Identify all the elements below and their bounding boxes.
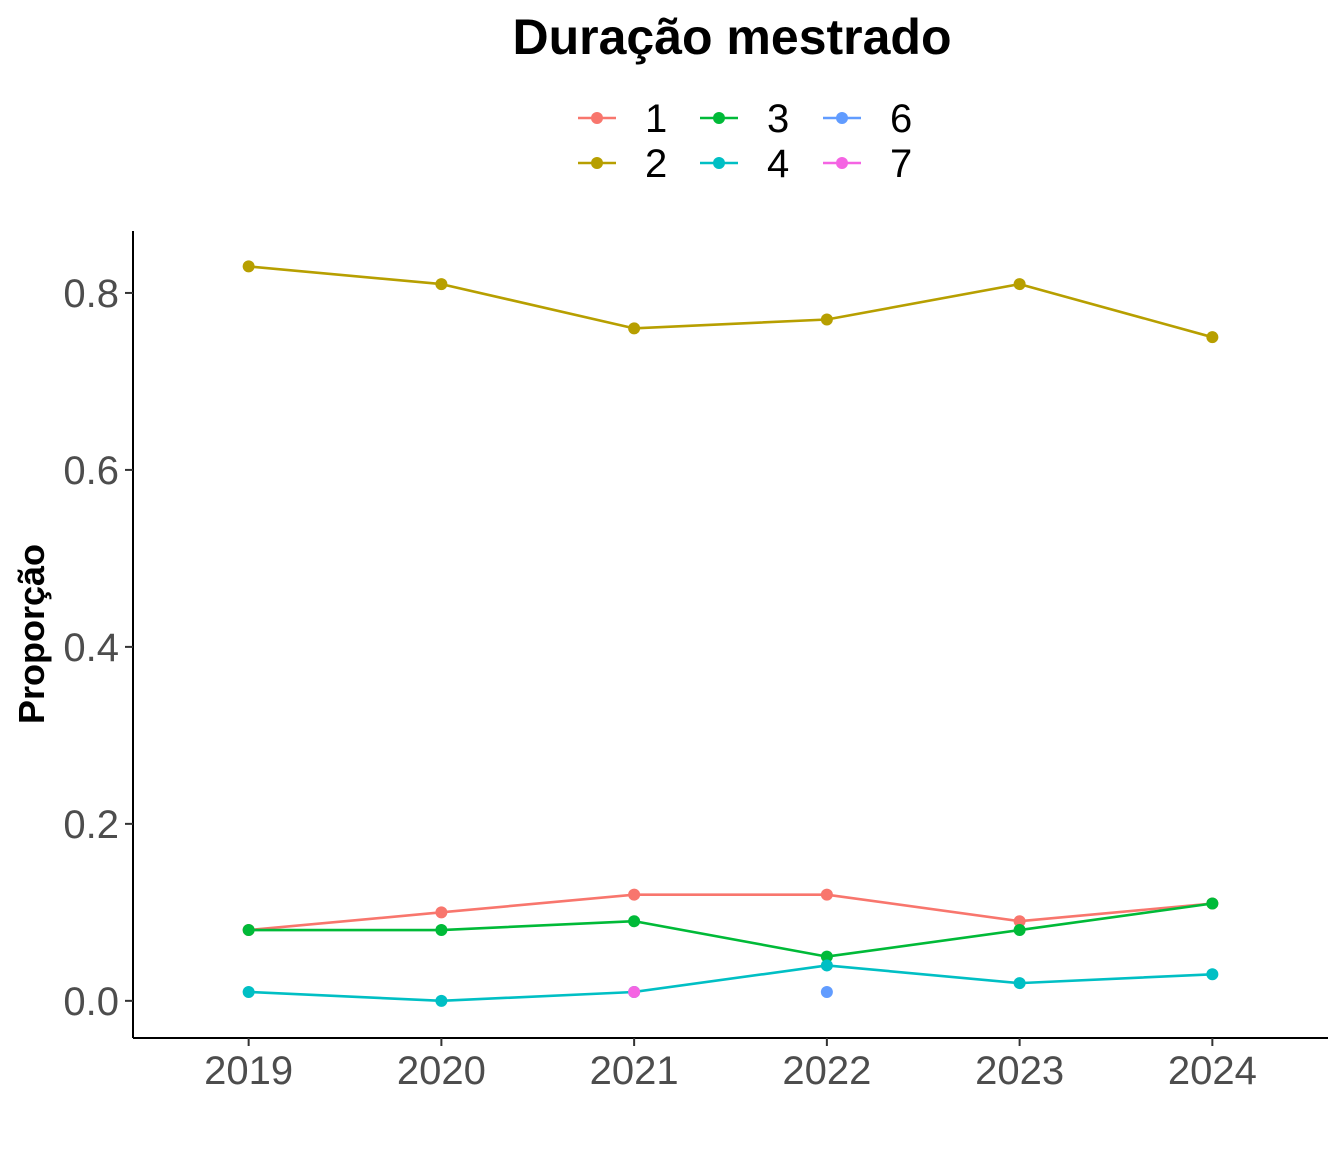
legend-label: 1 bbox=[645, 97, 667, 141]
y-ticks: 0.0 0.2 0.4 0.6 0.8 bbox=[63, 272, 133, 1024]
data-point bbox=[820, 950, 833, 963]
legend-label: 3 bbox=[767, 97, 789, 141]
legend-key-point bbox=[591, 112, 603, 124]
legend-item: 2 bbox=[578, 142, 667, 186]
data-point bbox=[1013, 915, 1026, 928]
data-point bbox=[1206, 331, 1219, 344]
x-tick-label: 2020 bbox=[397, 1049, 486, 1093]
series-4 bbox=[242, 959, 1219, 1007]
legend-key-point bbox=[836, 157, 848, 169]
data-point bbox=[628, 322, 641, 335]
data-point bbox=[242, 260, 255, 273]
legend-label: 6 bbox=[890, 97, 912, 141]
data-point bbox=[820, 313, 833, 326]
x-tick-label: 2023 bbox=[975, 1049, 1064, 1093]
data-point bbox=[1013, 924, 1026, 937]
y-tick-label: 0.0 bbox=[63, 980, 119, 1024]
legend-label: 2 bbox=[645, 142, 667, 186]
data-point bbox=[435, 906, 448, 919]
legend-item: 1 bbox=[578, 97, 667, 141]
legend-items: 12 34 67 bbox=[578, 97, 912, 186]
data-point bbox=[435, 278, 448, 291]
series-line bbox=[248, 265, 1213, 339]
x-tick-label: 2024 bbox=[1168, 1049, 1257, 1093]
legend-key-point bbox=[713, 157, 725, 169]
legend-item: 7 bbox=[823, 142, 912, 186]
series-line bbox=[248, 902, 1213, 958]
data-point bbox=[628, 915, 641, 928]
y-tick-label: 0.6 bbox=[63, 449, 119, 493]
legend-key-point bbox=[836, 112, 848, 124]
y-tick-label: 0.4 bbox=[63, 626, 119, 670]
legend-label: 4 bbox=[767, 142, 789, 186]
legend-item: 3 bbox=[700, 97, 789, 141]
series-3 bbox=[242, 897, 1219, 963]
data-point bbox=[242, 924, 255, 937]
legend-item: 6 bbox=[823, 97, 912, 141]
x-tick-label: 2019 bbox=[204, 1049, 293, 1093]
data-point bbox=[1206, 968, 1219, 981]
plot-area bbox=[242, 260, 1219, 1007]
legend-label: 7 bbox=[890, 142, 912, 186]
data-point bbox=[1013, 977, 1026, 990]
data-point bbox=[820, 959, 833, 972]
legend: Duração mestrado 12 34 67 bbox=[512, 9, 951, 186]
series-7 bbox=[628, 985, 641, 998]
data-point bbox=[1013, 278, 1026, 291]
legend-item: 4 bbox=[700, 142, 789, 186]
data-point bbox=[435, 924, 448, 937]
data-point bbox=[242, 985, 255, 998]
y-tick-label: 0.2 bbox=[63, 803, 119, 847]
series-6 bbox=[820, 985, 833, 998]
x-tick-label: 2022 bbox=[782, 1049, 871, 1093]
legend-key-point bbox=[713, 112, 725, 124]
data-point bbox=[435, 994, 448, 1007]
x-tick-label: 2021 bbox=[590, 1049, 679, 1093]
data-point bbox=[820, 888, 833, 901]
x-ticks: 2019 2020 2021 2022 2023 2024 bbox=[204, 1038, 1257, 1093]
axes: 0.0 0.2 0.4 0.6 0.8 2019 2020 2021 2022 2023 2024… bbox=[11, 231, 1328, 1093]
data-point bbox=[628, 888, 641, 901]
legend-title: Duração mestrado bbox=[512, 9, 951, 65]
series-line bbox=[248, 964, 1213, 1003]
y-tick-label: 0.8 bbox=[63, 272, 119, 316]
data-point bbox=[1206, 897, 1219, 910]
series-2 bbox=[242, 260, 1219, 344]
y-axis-title: Proporção bbox=[11, 544, 52, 724]
series-line bbox=[248, 893, 1213, 932]
legend-key-point bbox=[591, 157, 603, 169]
data-point bbox=[628, 985, 641, 998]
data-point bbox=[820, 985, 833, 998]
